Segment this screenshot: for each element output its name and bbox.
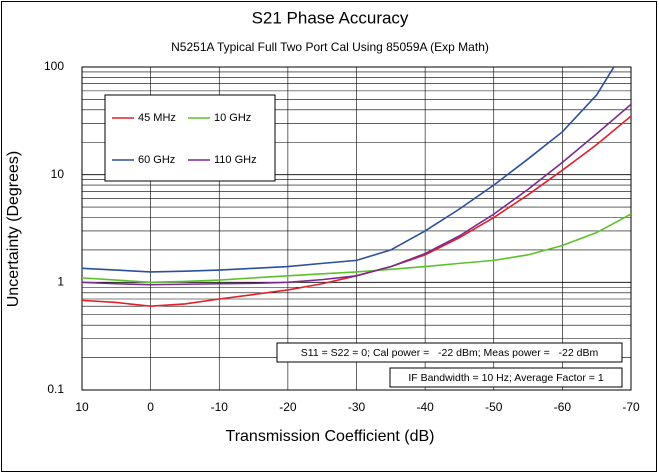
plot-border <box>81 66 632 391</box>
y-tick-label: 100 <box>44 59 64 73</box>
series-line <box>82 103 631 286</box>
x-tick-label: -50 <box>485 400 503 414</box>
x-tick-label: 0 <box>147 400 154 414</box>
annotation-box <box>276 342 623 363</box>
y-tick-label: 10 <box>51 167 65 181</box>
legend-label: 60 GHz <box>138 154 175 166</box>
legend-label: 45 MHz <box>138 112 176 124</box>
x-tick-label: 10 <box>75 400 89 414</box>
legend-label: 110 GHz <box>214 154 257 166</box>
series-line <box>82 213 631 284</box>
legend-box <box>104 94 276 182</box>
annotation: S11 = S22 = 0; Cal power = -22 dBm; Meas… <box>301 347 599 359</box>
annotation-box <box>389 367 623 388</box>
series-line <box>82 67 615 273</box>
x-tick-label: -20 <box>279 400 297 414</box>
x-tick-label: -30 <box>348 400 366 414</box>
y-tick-label: 1 <box>57 275 64 289</box>
x-tick-label: -10 <box>211 400 229 414</box>
x-axis-label: Transmission Coefficient (dB) <box>226 428 435 445</box>
x-tick-label: -70 <box>622 400 640 414</box>
x-tick-label: -40 <box>416 400 434 414</box>
x-tick-label: -60 <box>554 400 572 414</box>
chart-title: S21 Phase Accuracy <box>252 8 409 27</box>
y-axis-label: Uncertainty (Degrees) <box>5 151 22 308</box>
legend-label: 10 GHz <box>214 112 251 124</box>
chart-subtitle: N5251A Typical Full Two Port Cal Using 8… <box>171 40 489 54</box>
annotation: IF Bandwidth = 10 Hz; Average Factor = 1 <box>408 372 603 384</box>
y-tick-label: 0.1 <box>47 382 64 396</box>
